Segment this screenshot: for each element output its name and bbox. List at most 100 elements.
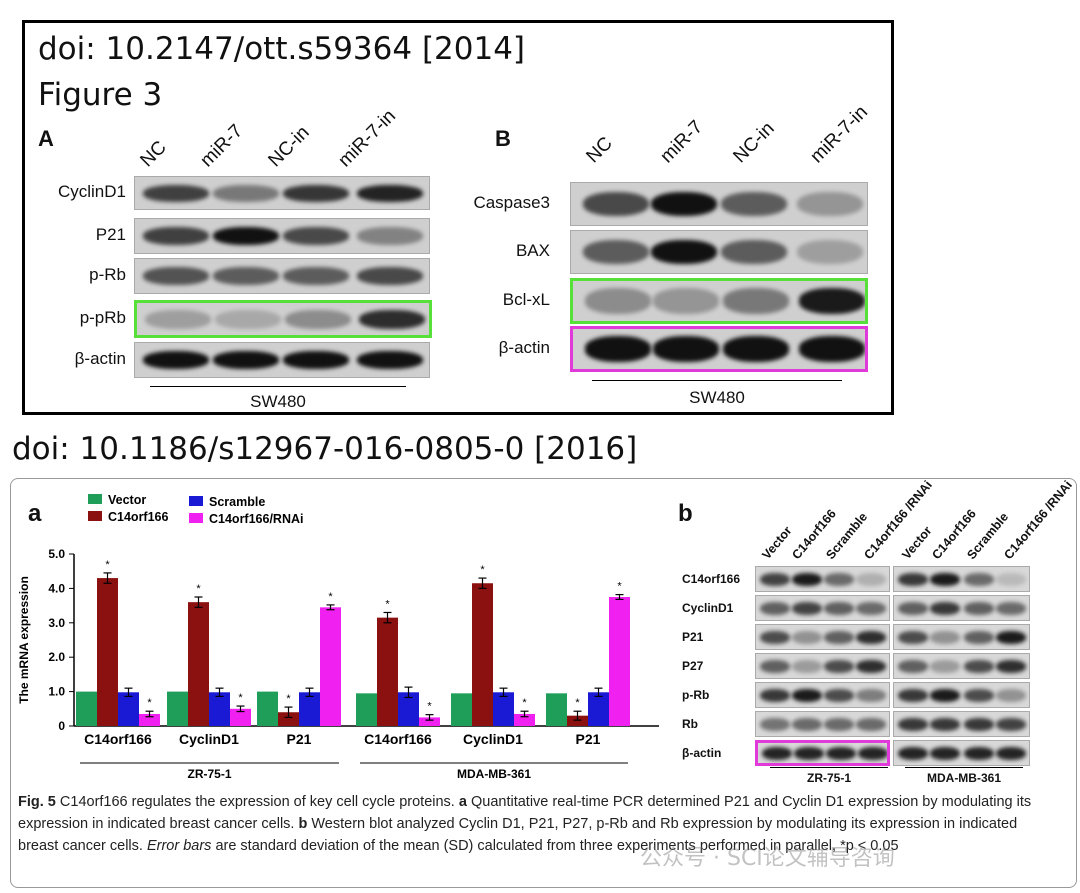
bar bbox=[472, 583, 493, 726]
blot-band bbox=[996, 688, 1026, 702]
blot-band bbox=[792, 630, 822, 644]
legend-label: Scramble bbox=[209, 495, 265, 509]
row-label-small: C14orf166 bbox=[682, 572, 741, 586]
category-label: C14orf166 bbox=[364, 731, 432, 747]
blot-band bbox=[898, 630, 928, 644]
blot-strip-b bbox=[570, 278, 868, 324]
blot-band bbox=[651, 239, 717, 265]
blot-strip-a bbox=[134, 258, 430, 294]
mda-label: MDA-MB-361 bbox=[926, 771, 1001, 785]
panel-a-lower-letter: a bbox=[28, 500, 42, 527]
bar bbox=[377, 617, 398, 726]
bar bbox=[230, 708, 251, 726]
bar bbox=[588, 692, 609, 726]
blot-strip-b bbox=[570, 230, 868, 274]
blot-band bbox=[824, 688, 854, 702]
blot-band bbox=[996, 572, 1026, 586]
blot-band bbox=[653, 288, 719, 314]
caption-text-4: are standard deviation of the mean (SD) … bbox=[211, 838, 899, 854]
blot-band bbox=[856, 688, 886, 702]
row-label-a: β-actin bbox=[74, 349, 126, 368]
bar bbox=[278, 712, 299, 726]
blot-band bbox=[760, 717, 790, 731]
significance-star: * bbox=[522, 697, 527, 709]
caption-text-2: Quantitative real-time PCR determined P2… bbox=[18, 794, 1032, 832]
y-tick-label: 5.0 bbox=[48, 547, 65, 561]
bar bbox=[209, 692, 230, 726]
blot-strip-mda bbox=[893, 653, 1030, 679]
bar bbox=[356, 693, 377, 726]
bar bbox=[451, 693, 472, 726]
bar bbox=[139, 713, 160, 726]
significance-star: * bbox=[617, 581, 622, 593]
blot-band bbox=[856, 659, 886, 673]
legend-label: C14orf166/RNAi bbox=[209, 512, 303, 526]
row-label-a: p-Rb bbox=[89, 265, 126, 284]
caption-fig-label: Fig. 5 bbox=[18, 794, 56, 810]
blot-band bbox=[213, 184, 279, 202]
category-label: C14orf166 bbox=[84, 731, 152, 747]
blot-band bbox=[723, 288, 789, 314]
blot-band bbox=[858, 746, 887, 760]
blot-band bbox=[653, 336, 719, 362]
blot-band bbox=[964, 601, 994, 615]
row-label-small: β-actin bbox=[682, 746, 722, 760]
blot-band bbox=[964, 688, 994, 702]
bar bbox=[188, 602, 209, 726]
blot-band bbox=[799, 336, 865, 362]
blot-band bbox=[285, 309, 351, 329]
blot-band bbox=[283, 351, 349, 369]
legend-label: C14orf166 bbox=[108, 510, 168, 524]
category-label: CyclinD1 bbox=[179, 731, 239, 747]
bar bbox=[609, 597, 630, 726]
row-label-b: β-actin bbox=[498, 338, 550, 357]
blot-band bbox=[856, 630, 886, 644]
blot-band bbox=[996, 746, 1026, 760]
panel-a-underline bbox=[150, 386, 406, 387]
blot-band bbox=[898, 601, 928, 615]
blot-strip-zr bbox=[755, 566, 890, 592]
blot-band bbox=[585, 336, 651, 362]
legend-swatch bbox=[88, 511, 102, 521]
blot-strip-zr bbox=[755, 682, 890, 708]
category-label: P21 bbox=[287, 731, 312, 747]
bar bbox=[493, 692, 514, 726]
doi-2016-label: doi: 10.1186/s12967-016-0805-0 [2016] bbox=[12, 431, 638, 467]
blot-band bbox=[792, 659, 822, 673]
figure-caption: Fig. 5 C14orf166 regulates the expressio… bbox=[18, 791, 1058, 857]
blot-band bbox=[762, 746, 792, 760]
y-tick-label: 3.0 bbox=[48, 616, 65, 630]
caption-text-1: C14orf166 regulates the expression of ke… bbox=[55, 794, 459, 810]
watermark: 公众号 · SCI论文辅导咨询 bbox=[640, 846, 895, 871]
group-label: MDA-MB-361 bbox=[457, 767, 531, 781]
significance-star: * bbox=[480, 564, 485, 576]
group-label: ZR-75-1 bbox=[187, 767, 231, 781]
blot-band bbox=[213, 227, 279, 245]
blot-band bbox=[964, 717, 994, 731]
blot-band bbox=[964, 630, 994, 644]
blot-band bbox=[357, 351, 423, 369]
blot-band bbox=[799, 288, 865, 314]
blot-strip-mda bbox=[893, 566, 1030, 592]
blot-band bbox=[760, 688, 790, 702]
blot-band bbox=[792, 688, 822, 702]
bar bbox=[299, 692, 320, 726]
blot-band bbox=[760, 572, 790, 586]
blot-band bbox=[996, 630, 1026, 644]
blot-band bbox=[143, 227, 209, 245]
blot-strip-a bbox=[134, 176, 430, 210]
mda-underline bbox=[905, 767, 1023, 768]
blot-band bbox=[792, 717, 822, 731]
blot-band bbox=[213, 351, 279, 369]
bar bbox=[118, 692, 139, 726]
legend-swatch bbox=[189, 513, 203, 523]
caption-b: b bbox=[298, 816, 308, 832]
figure-3-label: Figure 3 bbox=[38, 77, 163, 113]
blot-band bbox=[143, 351, 209, 369]
blot-band bbox=[283, 184, 349, 202]
blot-band bbox=[760, 601, 790, 615]
blot-band bbox=[145, 309, 211, 329]
blot-band bbox=[898, 572, 928, 586]
row-label-small: P21 bbox=[682, 630, 704, 644]
zr-underline bbox=[770, 767, 888, 768]
